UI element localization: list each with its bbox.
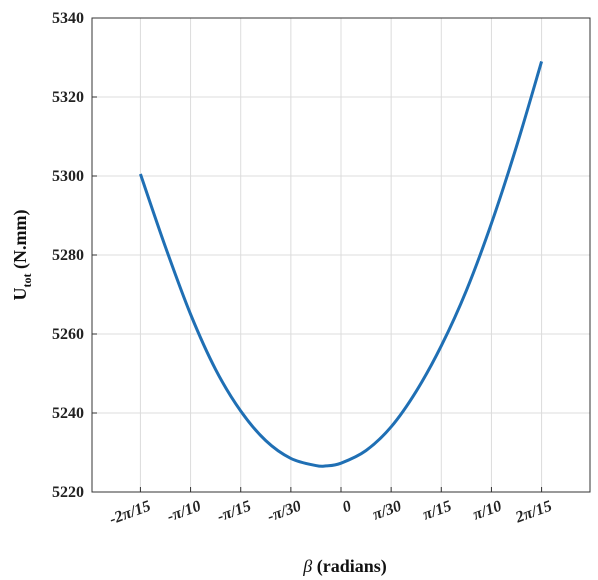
y-tick-label: 5320 [52,89,84,106]
x-tick-label: π/30 [371,498,404,524]
y-tick-label: 5280 [52,247,84,264]
x-tick-label: -π/10 [165,498,203,526]
grid-lines [92,17,590,493]
y-tick-label: 5220 [52,484,84,501]
y-axis-label: Utot (N.mm) [10,210,34,301]
y-tick-label: 5340 [52,10,84,27]
y-tick-label: 5260 [52,326,84,343]
x-tick-label: π/15 [421,498,454,524]
x-tick-label: 2π/15 [513,498,555,527]
x-tick-label: -π/30 [265,498,303,526]
x-tick-label: -2π/15 [107,498,153,529]
x-axis-label-text: (radians) [312,556,387,577]
x-axis-label: β (radians) [302,556,386,577]
ticks: -2π/15 -π/10 -π/15 -π/30 0 π/30 π/15 π/10 2π/15 5… [52,10,554,528]
y-axis-label-sub: tot [20,273,34,287]
y-tick-label: 5300 [52,168,84,185]
x-axis-label-symbol: β [302,556,312,576]
series-line [139,61,544,468]
x-tick-label: -π/15 [215,498,253,526]
x-tick-label: 0 [340,498,353,517]
y-axis-label-unit: (N.mm) [10,210,31,274]
y-tick-label: 5240 [52,405,84,422]
y-axis-label-main: U [10,287,30,300]
x-tick-label: π/10 [471,498,504,524]
series-layer [139,61,544,468]
